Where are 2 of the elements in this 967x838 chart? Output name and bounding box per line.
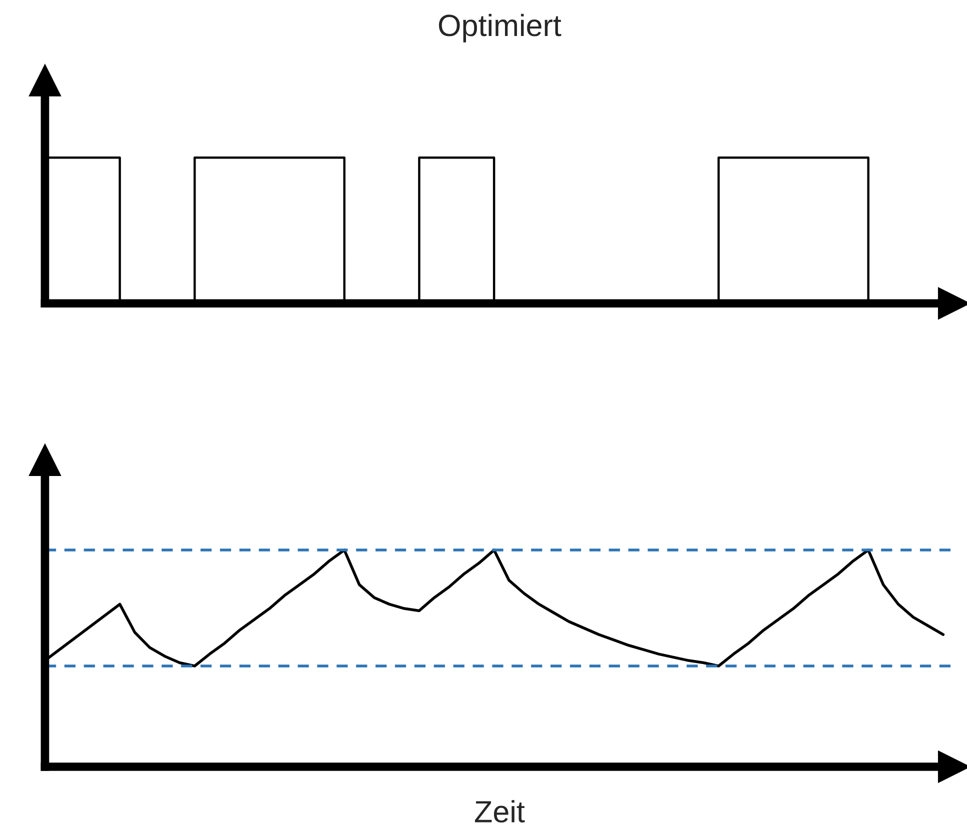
x-axis-title: Zeit: [474, 800, 525, 823]
chart-title: Optimiert: [438, 14, 562, 42]
